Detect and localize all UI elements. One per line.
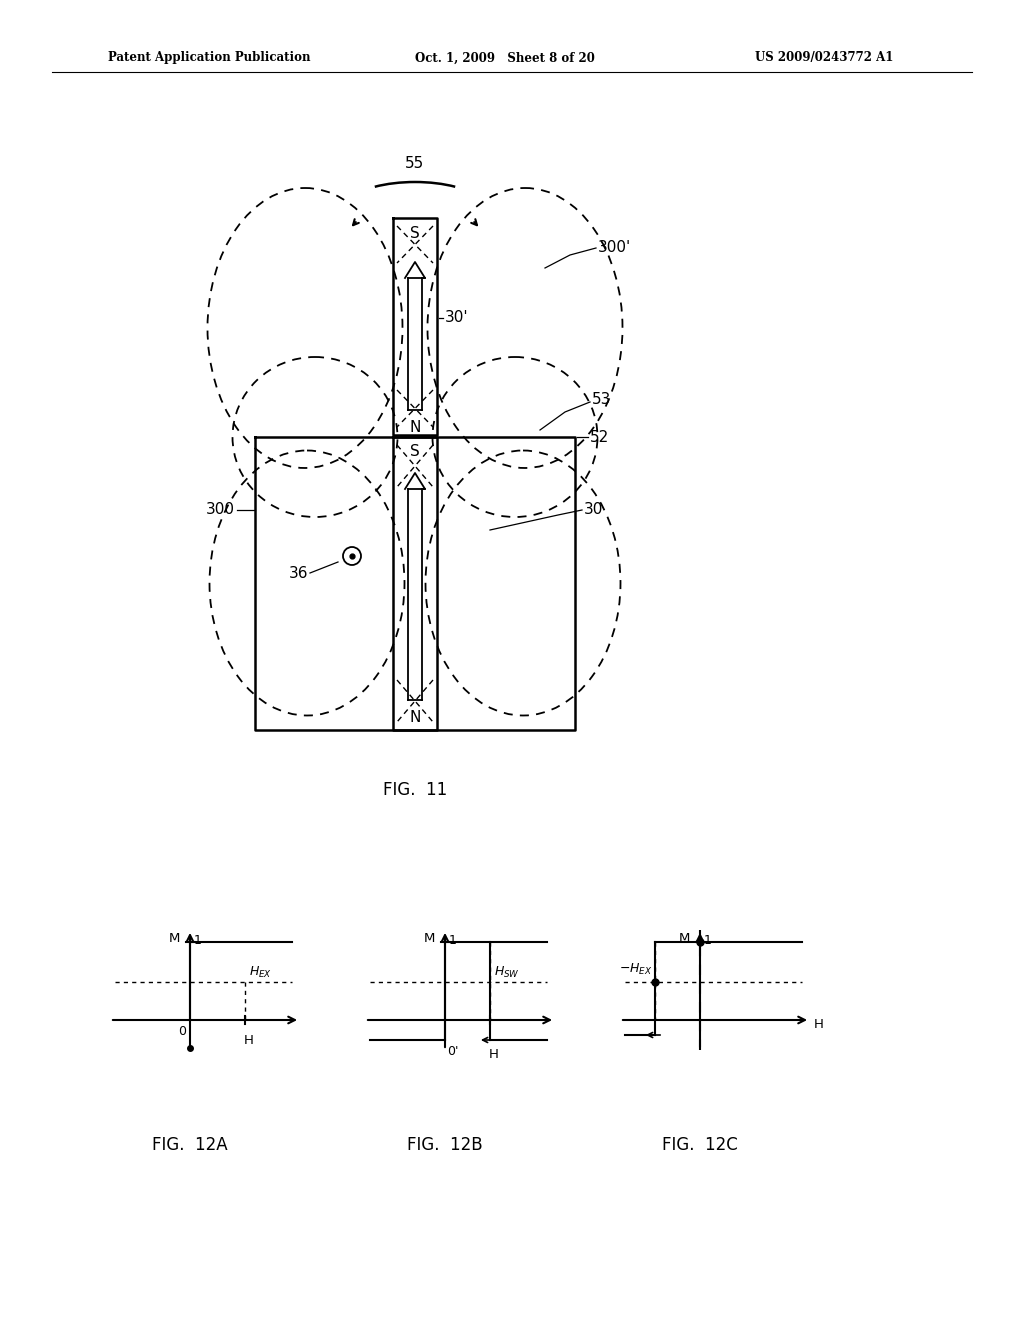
Text: 300': 300' [598,240,631,256]
Text: 1: 1 [705,935,712,946]
Text: 53: 53 [592,392,611,408]
Text: Oct. 1, 2009   Sheet 8 of 20: Oct. 1, 2009 Sheet 8 of 20 [415,51,595,65]
Text: 0': 0' [447,1045,459,1059]
Text: Patent Application Publication: Patent Application Publication [108,51,310,65]
Text: $H_{EX}$: $H_{EX}$ [249,965,272,979]
Text: US 2009/0243772 A1: US 2009/0243772 A1 [755,51,893,65]
Text: FIG.  11: FIG. 11 [383,781,447,799]
Text: FIG.  12B: FIG. 12B [408,1137,482,1154]
Text: $-H_{EX}$: $-H_{EX}$ [620,962,653,977]
Text: M: M [424,932,435,945]
Text: 30': 30' [445,310,469,326]
Text: M: M [679,932,690,945]
Text: FIG.  12C: FIG. 12C [663,1137,738,1154]
Text: 1: 1 [194,935,202,946]
Text: 0: 0 [178,1026,186,1038]
Text: M: M [169,932,180,945]
Text: FIG.  12A: FIG. 12A [153,1137,227,1154]
Text: 36: 36 [289,565,308,581]
Text: 300: 300 [206,503,234,517]
Text: 55: 55 [406,156,425,170]
Text: 52: 52 [590,429,609,445]
Text: H: H [489,1048,499,1061]
Text: N: N [410,710,421,726]
Text: N: N [410,420,421,434]
Text: H: H [244,1034,254,1047]
Text: S: S [411,226,420,240]
Text: $H_{SW}$: $H_{SW}$ [494,965,520,979]
Text: H: H [814,1018,824,1031]
Text: 30: 30 [584,503,603,517]
Text: S: S [411,445,420,459]
Text: 1: 1 [449,935,457,946]
